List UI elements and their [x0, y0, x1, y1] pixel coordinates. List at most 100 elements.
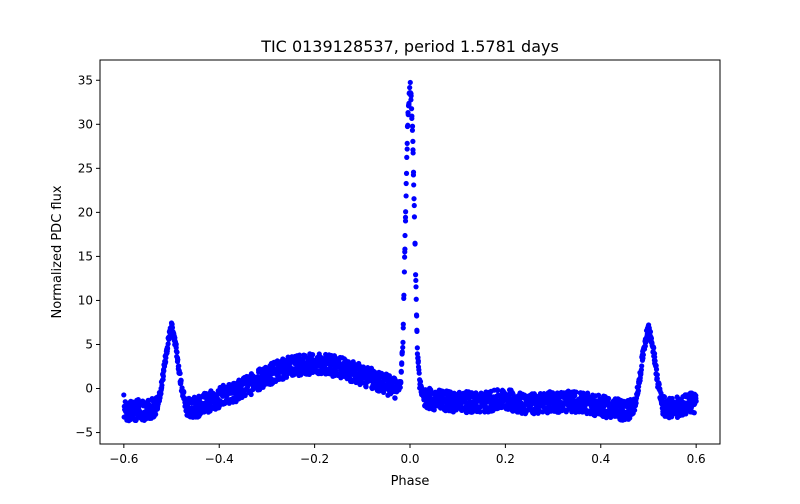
data-point — [404, 154, 410, 160]
data-point — [693, 398, 699, 404]
data-point — [413, 284, 419, 290]
y-tick-label: 0 — [85, 382, 93, 396]
data-point — [413, 272, 419, 278]
data-point — [640, 352, 646, 358]
y-axis-ticks: −5 0 5 10 15 20 25 30 35 — [75, 73, 100, 440]
y-tick-label: 15 — [78, 249, 93, 263]
x-axis-label: Phase — [391, 474, 430, 489]
data-point — [399, 349, 405, 355]
data-point — [605, 395, 612, 402]
data-point — [158, 391, 164, 397]
data-point — [163, 355, 169, 361]
data-point — [177, 370, 183, 376]
data-point — [409, 113, 415, 119]
y-tick-label: 25 — [78, 161, 93, 175]
data-point — [401, 269, 407, 275]
data-point — [283, 374, 290, 380]
data-point — [404, 140, 410, 146]
x-axis-ticks: −0.6 −0.4 −0.2 0.0 0.2 0.4 0.6 — [109, 444, 706, 466]
data-point — [414, 327, 420, 333]
data-point — [165, 345, 171, 352]
chart-title: TIC 0139128537, period 1.5781 days — [260, 37, 559, 56]
y-tick-label: 35 — [78, 73, 93, 87]
data-point — [413, 277, 419, 284]
data-point — [408, 97, 414, 103]
data-point — [363, 384, 369, 390]
data-point — [248, 391, 254, 398]
data-point — [632, 407, 638, 413]
data-point — [637, 377, 643, 384]
data-point — [153, 411, 159, 417]
x-tick-label: 0.6 — [687, 452, 706, 466]
data-point — [691, 410, 697, 416]
data-point — [402, 214, 409, 220]
data-point — [654, 372, 660, 378]
y-tick-label: 10 — [78, 293, 93, 307]
data-point — [404, 146, 410, 152]
data-point — [653, 366, 660, 372]
data-point — [411, 214, 418, 220]
data-point — [121, 392, 127, 398]
x-tick-label: 0.0 — [400, 452, 419, 466]
data-point — [403, 170, 410, 176]
data-point — [414, 313, 420, 319]
y-tick-label: 20 — [78, 205, 93, 219]
data-point — [154, 406, 161, 412]
data-point — [652, 354, 658, 360]
data-point — [159, 382, 165, 388]
data-point — [405, 122, 411, 128]
data-point — [165, 341, 171, 347]
data-point — [412, 240, 418, 246]
data-point — [392, 395, 398, 401]
data-point — [399, 361, 405, 367]
x-tick-label: −0.2 — [300, 452, 329, 466]
data-point — [647, 329, 654, 335]
data-point — [654, 376, 660, 382]
data-point — [413, 296, 419, 302]
data-point — [402, 232, 408, 239]
data-point — [410, 150, 416, 156]
x-tick-label: −0.6 — [109, 452, 138, 466]
data-point — [409, 123, 416, 129]
data-point — [408, 93, 414, 99]
data-point — [400, 321, 406, 327]
data-point — [403, 209, 409, 215]
data-point — [397, 384, 403, 391]
data-point — [653, 363, 659, 369]
data-point — [693, 393, 699, 399]
data-point — [169, 325, 176, 331]
data-point — [145, 397, 151, 403]
data-point — [639, 363, 645, 369]
data-points — [121, 79, 699, 424]
data-point — [309, 352, 316, 358]
data-point — [635, 388, 642, 394]
data-point — [495, 387, 501, 394]
data-point — [160, 373, 166, 379]
data-point — [409, 127, 416, 133]
data-point — [403, 180, 409, 187]
y-tick-label: 30 — [78, 117, 93, 131]
data-point — [669, 395, 675, 402]
data-point — [242, 392, 248, 399]
data-point — [656, 381, 662, 387]
data-point — [414, 345, 420, 351]
data-point — [431, 407, 437, 413]
data-point — [161, 368, 167, 374]
data-point — [181, 389, 187, 395]
data-point — [178, 377, 184, 384]
data-point — [652, 358, 658, 364]
data-point — [661, 394, 668, 400]
x-tick-label: 0.4 — [591, 452, 610, 466]
data-point — [402, 246, 408, 252]
data-point — [411, 202, 417, 209]
x-tick-label: 0.2 — [496, 452, 515, 466]
data-point — [410, 169, 417, 175]
data-point — [398, 379, 404, 385]
data-point — [408, 106, 415, 112]
data-point — [296, 352, 303, 358]
data-point — [403, 193, 409, 199]
data-point — [400, 339, 406, 345]
data-point — [573, 389, 579, 395]
